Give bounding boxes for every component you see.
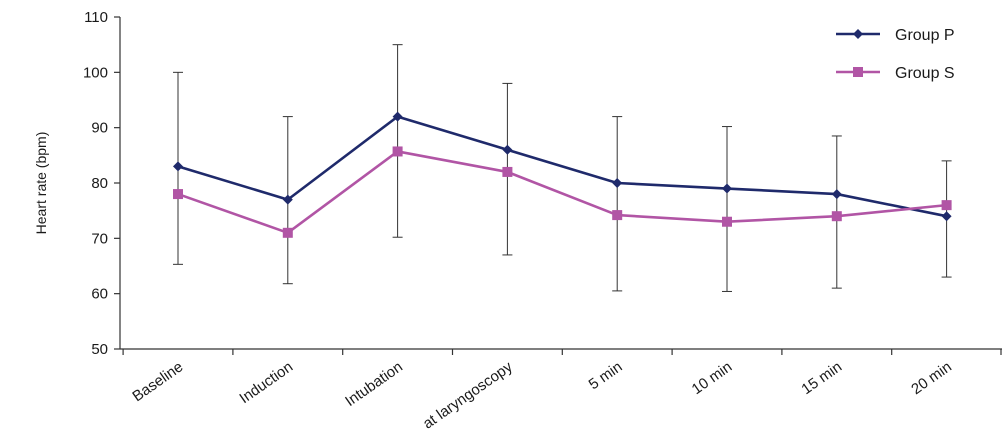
error-bars [173,44,952,292]
x-category-label: Intubation [342,358,406,410]
series [173,111,952,238]
y-tick-label: 70 [91,230,108,247]
series-2-point [612,210,623,221]
series-line-2 [177,150,947,235]
series-2-point [831,211,842,222]
series-2-point [722,216,732,227]
series-1-point [502,144,513,155]
series-1-point [612,178,623,188]
y-tick-label: 110 [84,9,108,26]
x-category-label: 15 min [798,358,845,398]
series-2-point [941,200,952,211]
x-category-label: 20 min [908,358,955,398]
series-2-point [173,189,183,200]
series-2-point [392,146,403,157]
y-axis-label: Heart rate (bpm) [33,132,49,235]
series-1-point [722,183,732,194]
y-tick-label: 50 [91,341,108,358]
y-tick-label: 90 [91,120,108,137]
axes: 50 60 70 80 90 100 110 [83,9,1002,358]
series-1-point [941,211,952,222]
legend-marker-1 [853,29,863,39]
legend-label-1: Group P [895,27,955,44]
legend-marker-2 [853,67,863,77]
series-1-point [282,194,293,205]
series-1-point [392,111,403,122]
series-1-point [173,161,183,172]
legend-label-2: Group S [895,65,955,82]
legend: Group P Group S [836,27,955,82]
x-category-label: 10 min [689,358,736,398]
series-2-point [282,227,293,238]
x-category-label: 5 min [586,358,626,393]
y-tick-label: 80 [91,175,108,192]
x-category-label: at laryngoscopy [420,358,516,432]
series-line-1 [177,115,947,218]
y-tick-label: 60 [91,286,108,303]
x-category-label: Baseline [129,358,186,405]
series-1-point [831,189,842,200]
series-2-point [502,166,513,177]
labels: Heart rate (bpm) Baseline Induction Intuba… [33,132,955,433]
x-category-label: Induction [236,358,296,407]
y-tick-label: 100 [83,64,108,81]
